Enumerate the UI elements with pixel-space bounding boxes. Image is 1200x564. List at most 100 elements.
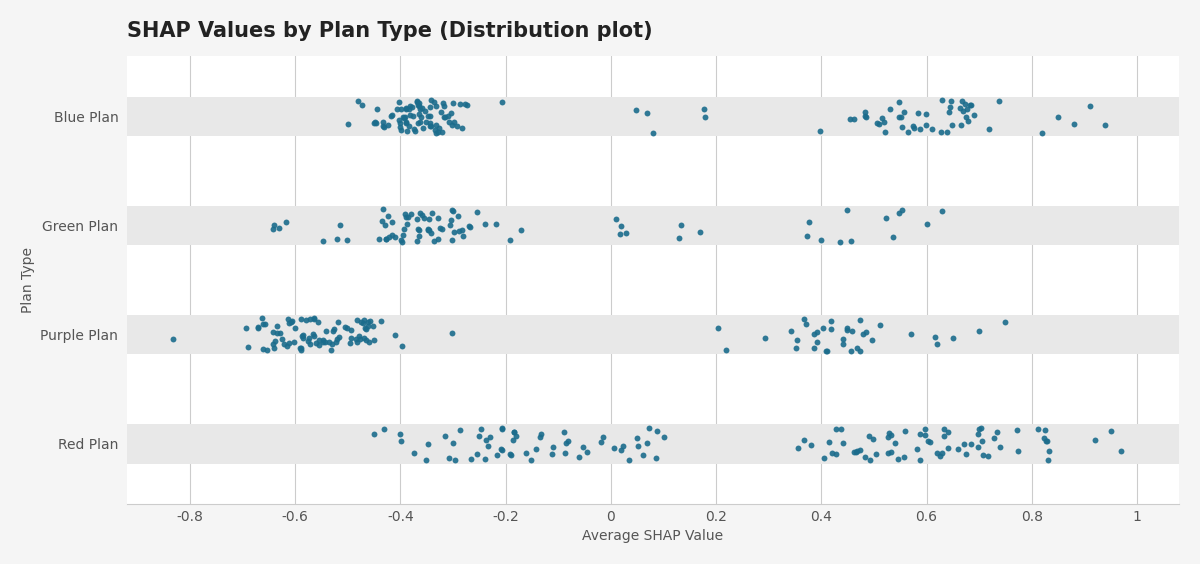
Point: [1039, 447, 1058, 456]
Point: [917, 109, 936, 118]
Point: [894, 452, 913, 461]
Point: [637, 109, 656, 118]
Point: [917, 219, 936, 228]
Point: [253, 345, 272, 354]
Point: [359, 322, 378, 331]
Point: [415, 107, 434, 116]
Point: [886, 439, 905, 448]
Point: [961, 100, 980, 109]
Point: [443, 329, 462, 338]
Point: [263, 339, 282, 348]
Point: [378, 212, 397, 221]
Point: [822, 316, 841, 325]
Point: [383, 111, 402, 120]
Point: [928, 449, 947, 458]
Point: [628, 434, 647, 443]
Point: [860, 456, 880, 465]
Point: [889, 113, 908, 122]
Point: [804, 343, 823, 352]
Point: [449, 212, 468, 221]
Point: [629, 442, 648, 451]
Point: [298, 337, 317, 346]
Point: [396, 118, 415, 127]
Point: [310, 336, 329, 345]
Point: [400, 105, 419, 114]
Point: [373, 121, 392, 130]
Point: [889, 97, 908, 106]
Point: [872, 113, 892, 122]
Point: [426, 102, 445, 111]
Point: [264, 344, 283, 353]
Point: [833, 334, 852, 343]
Point: [301, 339, 320, 348]
Point: [870, 320, 889, 329]
Point: [392, 341, 412, 350]
Point: [396, 210, 415, 219]
Point: [450, 226, 469, 235]
Point: [787, 336, 806, 345]
Point: [808, 328, 827, 337]
Point: [442, 206, 461, 215]
Point: [472, 425, 491, 434]
Point: [322, 345, 341, 354]
Point: [326, 337, 346, 346]
Point: [554, 448, 574, 457]
Point: [910, 430, 929, 439]
Point: [822, 324, 841, 333]
Point: [390, 115, 409, 124]
Point: [505, 428, 524, 437]
Point: [788, 443, 808, 452]
Point: [637, 438, 656, 447]
Point: [356, 336, 376, 345]
Point: [310, 340, 329, 349]
Point: [366, 118, 385, 127]
Point: [410, 102, 430, 111]
Point: [421, 103, 440, 112]
Point: [408, 224, 427, 233]
Point: [592, 437, 611, 446]
Point: [426, 121, 445, 130]
Point: [928, 340, 947, 349]
Point: [385, 232, 404, 241]
Point: [978, 452, 997, 461]
Point: [898, 127, 917, 136]
Point: [419, 224, 438, 233]
Point: [558, 437, 577, 446]
Point: [433, 127, 452, 136]
Point: [1033, 128, 1052, 137]
Point: [436, 431, 455, 440]
Point: [868, 119, 887, 128]
Point: [355, 333, 374, 342]
Point: [418, 111, 437, 120]
Point: [408, 214, 427, 223]
Point: [341, 338, 360, 347]
Point: [797, 232, 816, 241]
Point: [365, 430, 384, 439]
Point: [856, 112, 875, 121]
Point: [716, 346, 736, 355]
Point: [374, 425, 394, 434]
Point: [808, 338, 827, 347]
Point: [961, 440, 980, 449]
Point: [409, 100, 428, 109]
Point: [409, 110, 428, 119]
Point: [323, 326, 342, 335]
Point: [408, 98, 427, 107]
Point: [968, 430, 988, 439]
Point: [239, 342, 258, 351]
Point: [988, 428, 1007, 437]
Point: [391, 437, 410, 446]
Point: [412, 210, 431, 219]
Point: [833, 340, 852, 349]
Point: [931, 451, 950, 460]
Point: [1036, 437, 1055, 446]
Point: [904, 121, 923, 130]
Point: [794, 435, 814, 444]
Point: [395, 112, 414, 121]
Point: [268, 329, 287, 338]
Point: [374, 122, 394, 131]
Point: [416, 117, 436, 126]
Point: [901, 329, 920, 338]
Point: [391, 119, 410, 128]
Point: [1064, 120, 1084, 129]
